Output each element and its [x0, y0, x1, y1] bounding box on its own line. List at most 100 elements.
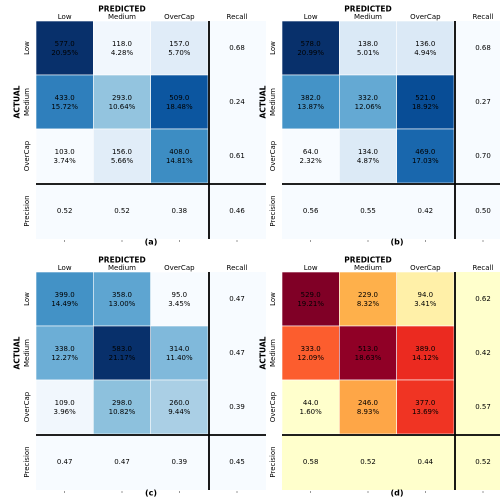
overall-accuracy-value: 0.45 — [229, 458, 245, 466]
row-label: Medium — [23, 339, 31, 367]
column-label: Medium — [354, 264, 382, 272]
cell-percent-label: 5.01% — [357, 49, 380, 57]
recall-value: 0.61 — [229, 152, 245, 160]
heatmap-cell — [150, 20, 209, 76]
heatmap-cell — [396, 128, 455, 184]
heatmap-cell — [281, 20, 340, 76]
confusion-matrix-panel: 578.020.99% 138.05.01% 136.04.94% 382.013.8… — [259, 5, 500, 247]
cell-percent-label: 14.81% — [166, 157, 193, 165]
cell-count-label: 513.0 — [358, 345, 378, 353]
heatmap-cell — [35, 74, 94, 130]
row-label: Precision — [269, 195, 277, 226]
recall-value: 0.39 — [229, 403, 245, 411]
cell-count-label: 382.0 — [301, 94, 321, 102]
recall-value: 0.62 — [475, 295, 491, 303]
cell-percent-label: 14.12% — [412, 354, 439, 362]
heatmap-cell — [396, 379, 455, 435]
precision-value: 0.52 — [114, 207, 130, 215]
heatmap-cell — [281, 379, 340, 435]
heatmap-cell — [396, 74, 455, 130]
cell-count-label: 260.0 — [169, 399, 189, 407]
cell-percent-label: 20.95% — [51, 49, 78, 57]
column-label: Recall — [473, 13, 494, 21]
column-label: OverCap — [410, 264, 441, 272]
precision-value: 0.58 — [303, 458, 319, 466]
cell-percent-label: 10.64% — [109, 103, 136, 111]
precision-value: 0.52 — [360, 458, 376, 466]
row-label: Medium — [269, 339, 277, 367]
cell-percent-label: 13.87% — [297, 103, 324, 111]
row-label: Precision — [23, 446, 31, 477]
cell-count-label: 293.0 — [112, 94, 132, 102]
cell-percent-label: 18.63% — [355, 354, 382, 362]
heatmap-cell — [35, 128, 94, 184]
column-label: OverCap — [164, 13, 195, 21]
cell-percent-label: 1.60% — [300, 408, 323, 416]
cell-count-label: 314.0 — [169, 345, 189, 353]
heatmap-cell — [339, 20, 397, 76]
column-label: Medium — [354, 13, 382, 21]
cell-count-label: 156.0 — [112, 148, 132, 156]
heatmap-cell — [150, 128, 209, 184]
heatmap-cell — [93, 325, 151, 381]
cell-count-label: 298.0 — [112, 399, 132, 407]
cell-count-label: 338.0 — [55, 345, 75, 353]
cell-count-label: 577.0 — [55, 40, 75, 48]
heatmap-cell — [35, 20, 94, 76]
heatmap-cell — [339, 325, 397, 381]
recall-value: 0.68 — [475, 44, 491, 52]
recall-value: 0.47 — [229, 349, 245, 357]
cell-percent-label: 14.49% — [51, 300, 78, 308]
cell-count-label: 389.0 — [415, 345, 435, 353]
predicted-axis-label: PREDICTED — [98, 5, 145, 14]
predicted-axis-label: PREDICTED — [98, 256, 145, 265]
cell-count-label: 408.0 — [169, 148, 189, 156]
row-label: Low — [23, 41, 31, 55]
precision-value: 0.39 — [172, 458, 188, 466]
cell-count-label: 578.0 — [301, 40, 321, 48]
column-label: Low — [304, 264, 318, 272]
precision-value: 0.47 — [57, 458, 73, 466]
cell-percent-label: 12.06% — [355, 103, 382, 111]
heatmap-cell — [339, 128, 397, 184]
heatmap-cell — [281, 271, 340, 327]
cell-count-label: 433.0 — [55, 94, 75, 102]
predicted-axis-label: PREDICTED — [344, 5, 391, 14]
cell-percent-label: 4.94% — [414, 49, 437, 57]
cell-percent-label: 9.44% — [168, 408, 191, 416]
row-label: Low — [269, 292, 277, 306]
precision-value: 0.44 — [418, 458, 434, 466]
overall-accuracy-value: 0.50 — [475, 207, 491, 215]
actual-axis-label: ACTUAL — [259, 336, 268, 369]
row-label: OverCap — [269, 140, 277, 171]
heatmap-cell — [281, 74, 340, 130]
cell-count-label: 138.0 — [358, 40, 378, 48]
cell-count-label: 469.0 — [415, 148, 435, 156]
cell-count-label: 44.0 — [303, 399, 319, 407]
cell-percent-label: 2.32% — [300, 157, 323, 165]
cell-count-label: 332.0 — [358, 94, 378, 102]
cell-count-label: 103.0 — [55, 148, 75, 156]
precision-value: 0.38 — [172, 207, 188, 215]
actual-axis-label: ACTUAL — [259, 85, 268, 118]
cell-count-label: 94.0 — [418, 291, 434, 299]
overall-accuracy-value: 0.46 — [229, 207, 245, 215]
precision-value: 0.55 — [360, 207, 376, 215]
column-label: Low — [304, 13, 318, 21]
column-label: Low — [58, 13, 72, 21]
column-label: OverCap — [164, 264, 195, 272]
cell-percent-label: 17.03% — [412, 157, 439, 165]
cell-count-label: 333.0 — [301, 345, 321, 353]
column-label: OverCap — [410, 13, 441, 21]
confusion-matrix-panel: 529.019.21% 229.08.32% 94.03.41% 333.012.09… — [259, 256, 500, 498]
recall-value: 0.42 — [475, 349, 491, 357]
cell-count-label: 229.0 — [358, 291, 378, 299]
actual-axis-label: ACTUAL — [13, 85, 22, 118]
cell-percent-label: 20.99% — [297, 49, 324, 57]
column-label: Recall — [473, 264, 494, 272]
heatmap-cell — [150, 271, 209, 327]
recall-value: 0.70 — [475, 152, 491, 160]
column-label: Medium — [108, 264, 136, 272]
cell-percent-label: 8.32% — [357, 300, 380, 308]
